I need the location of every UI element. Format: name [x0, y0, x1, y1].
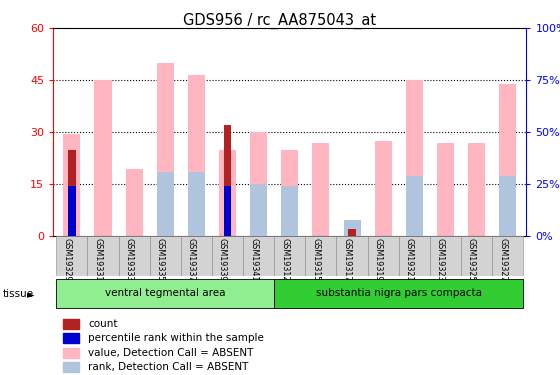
- Bar: [461, 236, 492, 276]
- Bar: [499, 84, 516, 236]
- Bar: [250, 132, 267, 236]
- Bar: [219, 150, 236, 236]
- Bar: [223, 125, 231, 236]
- Bar: [68, 186, 76, 236]
- Text: GSM19335: GSM19335: [156, 238, 165, 281]
- Bar: [274, 279, 523, 308]
- Bar: [68, 150, 76, 236]
- Bar: [337, 236, 367, 276]
- Bar: [343, 226, 361, 236]
- Text: GSM19333: GSM19333: [124, 238, 133, 281]
- Bar: [375, 141, 392, 236]
- Bar: [188, 172, 205, 236]
- Text: ventral tegmental area: ventral tegmental area: [105, 288, 226, 298]
- Bar: [95, 80, 111, 236]
- Bar: [281, 186, 298, 236]
- Text: substantia nigra pars compacta: substantia nigra pars compacta: [316, 288, 482, 298]
- Text: value, Detection Call = ABSENT: value, Detection Call = ABSENT: [88, 348, 254, 358]
- Bar: [312, 142, 329, 236]
- Text: GSM19312: GSM19312: [280, 238, 289, 281]
- Bar: [343, 220, 361, 236]
- Bar: [150, 236, 181, 276]
- Bar: [63, 319, 79, 329]
- Bar: [499, 176, 516, 236]
- Bar: [57, 236, 87, 276]
- Text: rank, Detection Call = ABSENT: rank, Detection Call = ABSENT: [88, 362, 249, 372]
- Bar: [281, 150, 298, 236]
- Bar: [399, 236, 430, 276]
- Bar: [87, 236, 119, 276]
- Bar: [367, 236, 399, 276]
- Text: tissue: tissue: [3, 289, 34, 298]
- Bar: [437, 142, 454, 236]
- Bar: [406, 80, 423, 236]
- Text: GSM19327: GSM19327: [498, 238, 507, 282]
- Text: count: count: [88, 319, 118, 329]
- Bar: [188, 75, 205, 236]
- Bar: [243, 236, 274, 276]
- Bar: [212, 236, 243, 276]
- Bar: [57, 279, 274, 308]
- Bar: [63, 134, 81, 236]
- Bar: [406, 176, 423, 236]
- Bar: [157, 63, 174, 236]
- Text: GSM19329: GSM19329: [62, 238, 71, 282]
- Bar: [348, 229, 356, 236]
- Bar: [492, 236, 523, 276]
- Bar: [305, 236, 337, 276]
- Text: GSM19331: GSM19331: [94, 238, 102, 281]
- Text: GSM19341: GSM19341: [249, 238, 258, 281]
- Bar: [157, 172, 174, 236]
- Text: ►: ►: [27, 289, 34, 298]
- Bar: [223, 186, 231, 236]
- Bar: [63, 348, 79, 358]
- Text: GSM19337: GSM19337: [187, 238, 196, 281]
- Bar: [181, 236, 212, 276]
- Bar: [250, 184, 267, 236]
- Bar: [468, 142, 485, 236]
- Text: GSM19339: GSM19339: [218, 238, 227, 281]
- Bar: [63, 362, 79, 372]
- Text: percentile rank within the sample: percentile rank within the sample: [88, 333, 264, 343]
- Bar: [274, 236, 305, 276]
- Bar: [430, 236, 461, 276]
- Text: GSM19325: GSM19325: [467, 238, 476, 282]
- Bar: [119, 236, 150, 276]
- Text: GSM19321: GSM19321: [405, 238, 414, 281]
- Bar: [125, 169, 143, 236]
- Text: GSM19315: GSM19315: [311, 238, 320, 281]
- Text: GDS956 / rc_AA875043_at: GDS956 / rc_AA875043_at: [184, 13, 376, 29]
- Text: GSM19317: GSM19317: [343, 238, 352, 281]
- Text: GSM19319: GSM19319: [374, 238, 382, 281]
- Bar: [63, 333, 79, 343]
- Text: GSM19323: GSM19323: [436, 238, 445, 281]
